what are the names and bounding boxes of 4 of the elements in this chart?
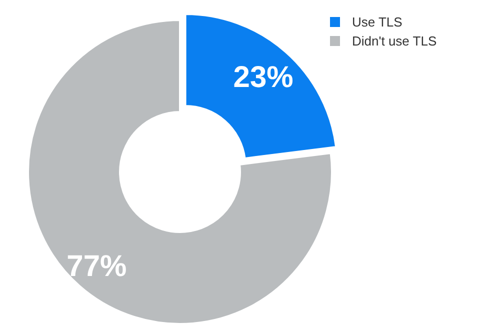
data-label: 77%	[66, 250, 127, 284]
legend-label: Use TLS	[352, 14, 403, 30]
legend-label: Didn't use TLS	[352, 34, 437, 48]
data-label: 23%	[233, 60, 294, 94]
